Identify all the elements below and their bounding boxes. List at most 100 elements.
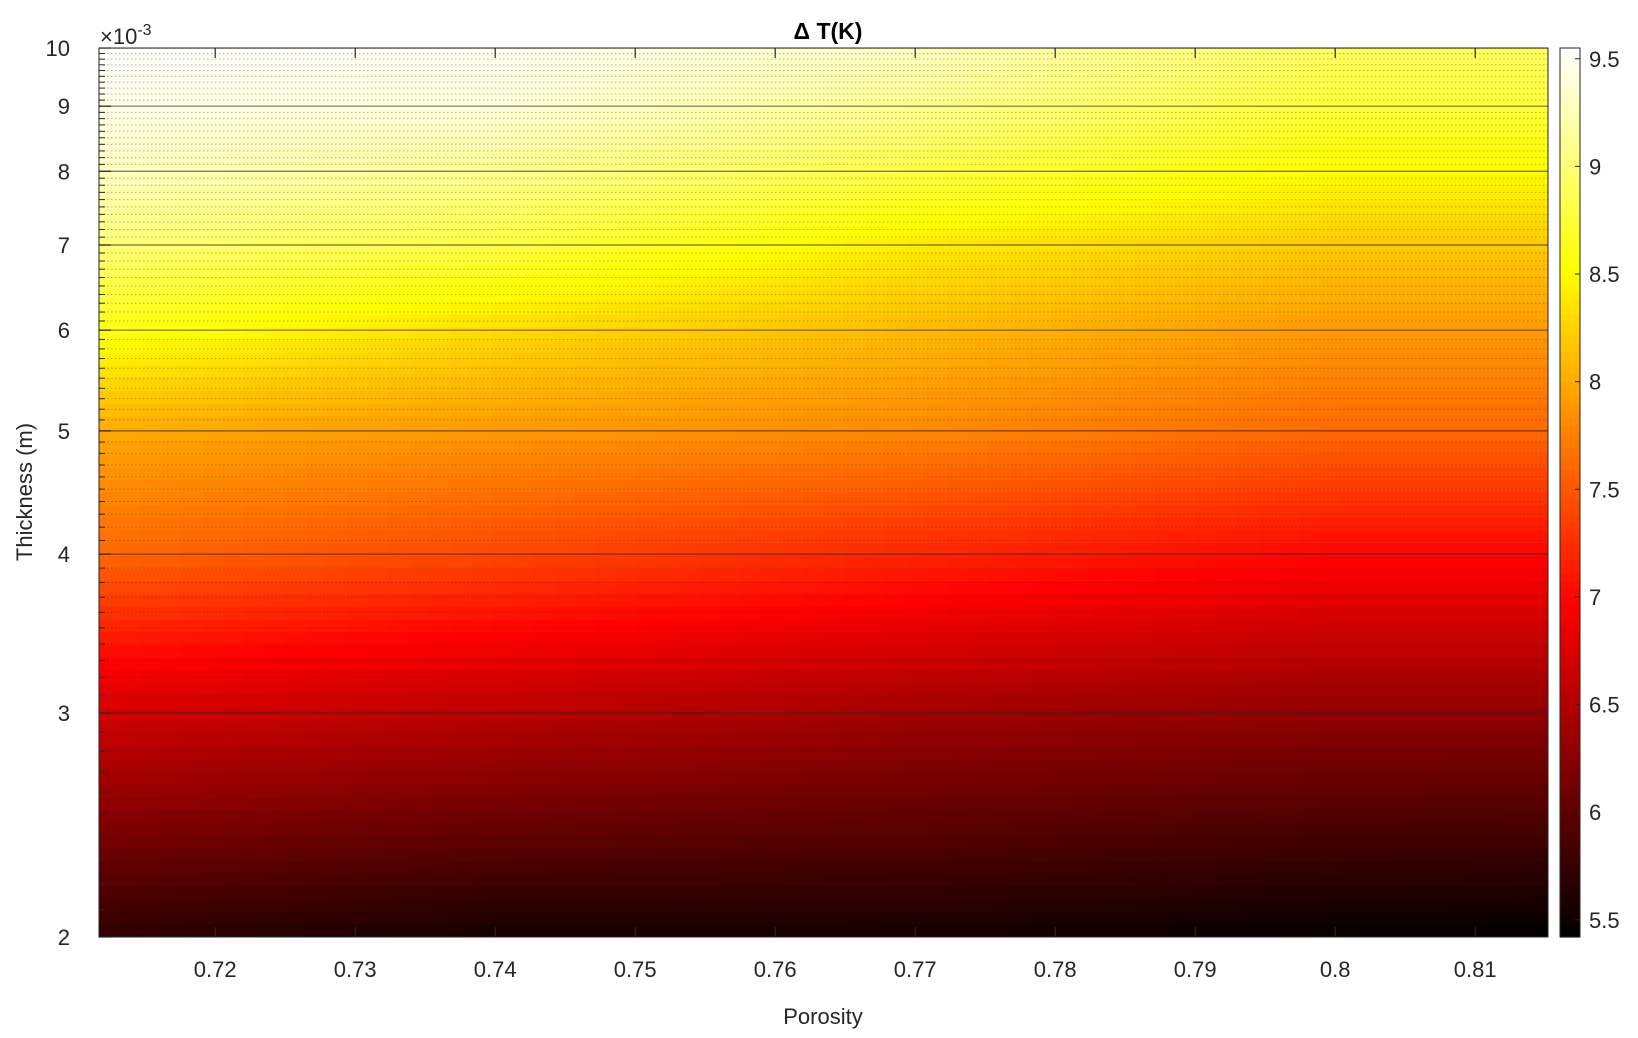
- heatmap-cell: [678, 746, 700, 760]
- heatmap-cell: [1196, 721, 1218, 735]
- heatmap-cell: [492, 873, 514, 887]
- heatmap-cell: [1320, 505, 1342, 519]
- heatmap-cell: [326, 86, 348, 100]
- heatmap-cell: [264, 200, 286, 214]
- heatmap-cell: [409, 403, 431, 417]
- heatmap-cell: [202, 606, 224, 621]
- heatmap-cell: [637, 479, 659, 494]
- heatmap-cell: [1485, 314, 1508, 328]
- heatmap-cell: [1258, 98, 1280, 113]
- heatmap-cell: [1113, 289, 1135, 303]
- heatmap-cell: [533, 530, 555, 544]
- heatmap-cell: [885, 378, 907, 392]
- heatmap-cell: [1361, 746, 1383, 760]
- heatmap-cell: [782, 873, 804, 887]
- heatmap-cell: [1196, 314, 1218, 328]
- heatmap-cell: [347, 492, 369, 506]
- heatmap-cell: [161, 568, 183, 582]
- heatmap-cell: [761, 670, 783, 684]
- heatmap-cell: [989, 619, 1011, 633]
- heatmap-cell: [678, 568, 700, 582]
- heatmap-cell: [1465, 416, 1487, 430]
- heatmap-cell: [1175, 352, 1197, 367]
- heatmap-cell: [1361, 365, 1383, 379]
- heatmap-cell: [471, 98, 493, 113]
- heatmap-cell: [740, 136, 762, 151]
- heatmap-cell: [264, 302, 286, 316]
- heatmap-cell: [388, 111, 411, 125]
- heatmap-cell: [1278, 378, 1301, 392]
- heatmap-cell: [119, 429, 141, 443]
- heatmap-cell: [989, 670, 1011, 684]
- heatmap-cell: [264, 759, 286, 773]
- heatmap-cell: [119, 708, 141, 722]
- heatmap-cell: [1527, 378, 1548, 392]
- heatmap-cell: [1299, 810, 1321, 824]
- heatmap-cell: [140, 48, 162, 62]
- heatmap-cell: [1382, 162, 1404, 176]
- heatmap-cell: [699, 454, 721, 468]
- heatmap-cell: [1071, 175, 1094, 189]
- heatmap-cell: [1258, 73, 1280, 87]
- heatmap-cell: [264, 479, 286, 494]
- heatmap-cell: [637, 759, 659, 773]
- heatmap-cell: [1175, 797, 1197, 811]
- heatmap-cell: [388, 721, 411, 735]
- heatmap-cell: [678, 632, 700, 646]
- heatmap-cell: [388, 365, 411, 379]
- heatmap-cell: [243, 251, 266, 265]
- heatmap-cell: [637, 543, 659, 557]
- heatmap-cell: [1009, 403, 1032, 417]
- heatmap-cell: [306, 924, 328, 937]
- heatmap-cell: [430, 606, 452, 621]
- heatmap-cell: [202, 441, 224, 455]
- heatmap-cell: [927, 48, 949, 62]
- heatmap-cell: [347, 594, 369, 608]
- heatmap-cell: [927, 365, 949, 379]
- heatmap-cell: [927, 644, 949, 659]
- heatmap-cell: [782, 213, 804, 227]
- heatmap-cell: [264, 594, 286, 608]
- heatmap-cell: [181, 441, 204, 455]
- heatmap-cell: [1423, 251, 1446, 265]
- heatmap-cell: [223, 581, 245, 595]
- heatmap-cell: [1485, 746, 1508, 760]
- heatmap-cell: [720, 517, 742, 532]
- heatmap-cell: [1009, 149, 1032, 163]
- heatmap-cell: [1051, 403, 1073, 417]
- heatmap-cell: [1092, 251, 1114, 265]
- heatmap-cell: [554, 352, 576, 367]
- heatmap-cell: [575, 200, 597, 214]
- heatmap-cell: [678, 200, 700, 214]
- heatmap-cell: [264, 86, 286, 100]
- heatmap-cell: [637, 708, 659, 722]
- heatmap-cell: [1071, 822, 1094, 836]
- heatmap-cell: [1154, 619, 1176, 633]
- heatmap-cell: [554, 225, 576, 240]
- heatmap-cell: [1237, 124, 1259, 138]
- heatmap-cell: [1299, 98, 1321, 113]
- heatmap-cell: [1175, 517, 1197, 532]
- heatmap-cell: [513, 187, 535, 201]
- heatmap-cell: [471, 683, 493, 697]
- heatmap-cell: [306, 98, 328, 113]
- heatmap-cell: [388, 594, 411, 608]
- heatmap-cell: [1237, 429, 1259, 443]
- heatmap-cell: [554, 886, 576, 900]
- heatmap-cell: [1527, 606, 1548, 621]
- heatmap-cell: [699, 467, 721, 481]
- heatmap-cell: [119, 594, 141, 608]
- heatmap-cell: [1237, 924, 1259, 937]
- heatmap-cell: [471, 657, 493, 671]
- heatmap-cell: [1175, 530, 1197, 544]
- heatmap-cell: [243, 568, 266, 582]
- heatmap-cell: [1444, 73, 1466, 87]
- heatmap-cell: [388, 619, 411, 633]
- heatmap-cell: [1009, 60, 1032, 74]
- heatmap-cell: [1258, 429, 1280, 443]
- heatmap-cell: [720, 162, 742, 176]
- heatmap-cell: [223, 136, 245, 151]
- heatmap-cell: [1030, 302, 1052, 316]
- heatmap-cell: [1382, 378, 1404, 392]
- heatmap-cell: [740, 48, 762, 62]
